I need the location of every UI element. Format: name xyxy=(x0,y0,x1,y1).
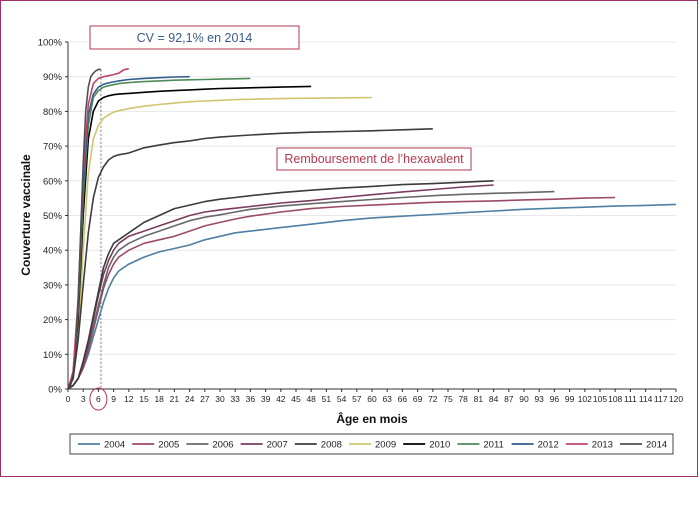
x-tick-label: 63 xyxy=(382,394,392,404)
series-line-2005 xyxy=(67,196,616,390)
x-tick-label: 87 xyxy=(504,394,514,404)
y-tick-label: 0% xyxy=(48,385,62,396)
x-tick-label: 51 xyxy=(322,394,332,404)
series-line-2011 xyxy=(67,77,251,390)
series-line-2010 xyxy=(67,85,312,390)
x-tick-label: 96 xyxy=(550,394,560,404)
y-tick-label: 10% xyxy=(43,350,63,361)
x-tick-label: 39 xyxy=(261,394,271,404)
highlight-6-circle xyxy=(89,387,108,411)
x-tick-label: 75 xyxy=(443,394,453,404)
x-tick-labels: 0 3 6 9 12 15 18 21 24 27 30 33 36 39 42 45 48 51 54 57 60 63… xyxy=(66,389,683,404)
x-axis-title: Âge en mois xyxy=(336,411,408,426)
y-tick-label: 80% xyxy=(43,107,63,118)
x-tick-label: 3 xyxy=(81,394,86,404)
legend-label-2006: 2006 xyxy=(212,440,233,451)
cv-annotation-box xyxy=(89,25,300,50)
x-tick-label: 72 xyxy=(428,394,438,404)
series-line-2006 xyxy=(67,190,555,390)
y-axis-title: Couverture vaccinale xyxy=(19,154,33,276)
legend-label-2004: 2004 xyxy=(104,440,125,451)
x-tick-label: 117 xyxy=(654,394,668,404)
y-tick-label: 90% xyxy=(43,72,63,83)
series-line-unnamed-11 xyxy=(67,128,433,390)
legend-label-2014: 2014 xyxy=(646,440,667,451)
legend-label-2010: 2010 xyxy=(429,440,450,451)
x-tick-label: 102 xyxy=(578,394,592,404)
y-tick-labels: 0% 10% 20% 30% 40% 50% 60% 70% 80% 90% 100% xyxy=(38,38,68,396)
legend: 2004 2005 2006 2007 2008 2009 2010 2011 2012 2013… xyxy=(78,440,667,451)
x-tick-label: 57 xyxy=(352,394,362,404)
x-tick-label: 21 xyxy=(170,394,180,404)
legend-label-2009: 2009 xyxy=(375,440,396,451)
x-tick-label: 60 xyxy=(367,394,377,404)
x-tick-label: 24 xyxy=(185,394,195,404)
y-tick-label: 50% xyxy=(43,211,63,222)
x-tick-label: 12 xyxy=(124,394,134,404)
legend-label-2013: 2013 xyxy=(592,440,613,451)
x-tick-label: 45 xyxy=(291,394,301,404)
x-tick-label: 6 xyxy=(96,394,101,404)
hexavalent-annotation-text: Remboursement de l’hexavalent xyxy=(284,152,464,166)
x-tick-label: 15 xyxy=(139,394,149,404)
x-tick-label: 120 xyxy=(669,394,683,404)
x-tick-label: 105 xyxy=(593,394,607,404)
x-tick-label: 33 xyxy=(230,394,240,404)
x-tick-label: 99 xyxy=(565,394,575,404)
x-tick-label: 30 xyxy=(215,394,225,404)
series-lines xyxy=(67,67,677,390)
x-tick-label: 90 xyxy=(519,394,529,404)
x-tick-label: 48 xyxy=(306,394,316,404)
legend-label-2007: 2007 xyxy=(267,440,288,451)
x-tick-label: 0 xyxy=(66,394,71,404)
x-tick-label: 81 xyxy=(474,394,484,404)
x-tick-label: 54 xyxy=(337,394,347,404)
x-tick-label: 36 xyxy=(246,394,256,404)
x-tick-label: 93 xyxy=(534,394,544,404)
legend-label-2008: 2008 xyxy=(321,440,342,451)
x-tick-label: 78 xyxy=(458,394,468,404)
y-tick-label: 40% xyxy=(43,246,63,257)
legend-label-2005: 2005 xyxy=(158,440,179,451)
series-line-2004 xyxy=(67,203,677,390)
cv-annotation-text: CV = 92,1% en 2014 xyxy=(137,31,253,45)
series-line-2009 xyxy=(67,96,373,390)
y-tick-label: 30% xyxy=(43,280,63,291)
figure-frame xyxy=(0,0,698,477)
x-tick-label: 84 xyxy=(489,394,499,404)
y-tick-label: 100% xyxy=(38,38,63,49)
x-tick-label: 9 xyxy=(111,394,116,404)
y-tick-label: 70% xyxy=(43,142,63,153)
y-tick-label: 20% xyxy=(43,315,63,326)
y-tick-label: 60% xyxy=(43,176,63,187)
legend-label-2011: 2011 xyxy=(483,440,503,451)
legend-box xyxy=(69,433,674,455)
x-tick-label: 114 xyxy=(639,394,653,404)
hexavalent-annotation-box xyxy=(276,147,472,171)
x-tick-label: 111 xyxy=(624,394,637,404)
x-tick-label: 69 xyxy=(413,394,423,404)
legend-label-2012: 2012 xyxy=(538,440,559,451)
x-tick-label: 42 xyxy=(276,394,286,404)
x-tick-label: 27 xyxy=(200,394,210,404)
x-tick-label: 66 xyxy=(398,394,408,404)
x-tick-label: 108 xyxy=(608,394,622,404)
x-tick-label: 18 xyxy=(154,394,164,404)
series-line-2008 xyxy=(67,180,494,390)
